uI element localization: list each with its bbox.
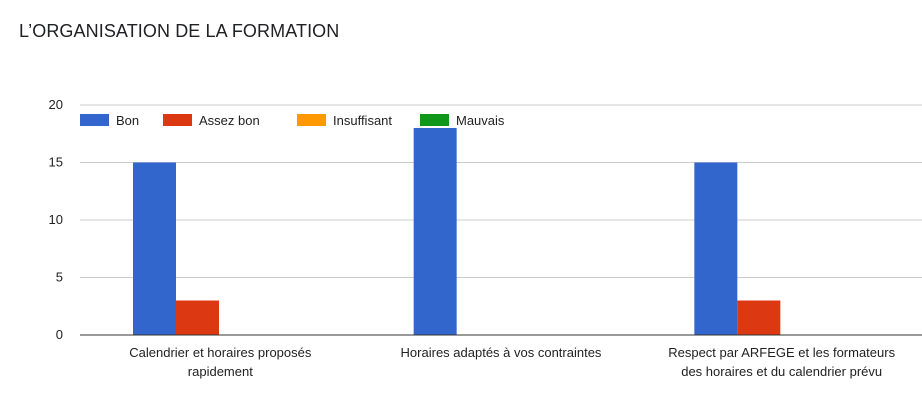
legend-swatch: [297, 114, 326, 126]
legend-label: Insuffisant: [333, 113, 392, 128]
bar-assez-bon: [737, 300, 781, 335]
bar-bon: [694, 162, 738, 335]
legend-label: Mauvais: [456, 113, 505, 128]
bar-bon: [133, 162, 176, 335]
x-category-label: Calendrier et horaires proposés: [129, 345, 312, 360]
legend-swatch: [80, 114, 109, 126]
y-tick-label: 15: [49, 155, 63, 170]
gridlines: [80, 104, 922, 278]
y-tick-label: 5: [56, 270, 63, 285]
bar-bon: [413, 128, 457, 335]
bar-assez-bon: [176, 300, 219, 335]
legend-label: Bon: [116, 113, 139, 128]
legend-label: Assez bon: [199, 113, 260, 128]
x-category-label: rapidement: [188, 364, 253, 379]
x-category-label: Horaires adaptés à vos contraintes: [401, 345, 602, 360]
y-tick-label: 20: [49, 97, 63, 112]
x-category-label: Respect par ARFEGE et les formateurs: [668, 345, 895, 360]
legend-swatch: [420, 114, 449, 126]
y-tick-label: 10: [49, 212, 63, 227]
bars: [133, 128, 781, 335]
x-category-label: des horaires et du calendrier prévu: [681, 364, 882, 379]
axes: 0 5 10 15 20 Calendrier et horaires proposés r…: [49, 97, 922, 379]
legend-swatch: [163, 114, 192, 126]
chart-title: L’ORGANISATION DE LA FORMATION: [19, 21, 340, 41]
legend: Bon Assez bon Insuffisant Mauvais: [80, 113, 505, 128]
y-tick-label: 0: [56, 327, 63, 342]
